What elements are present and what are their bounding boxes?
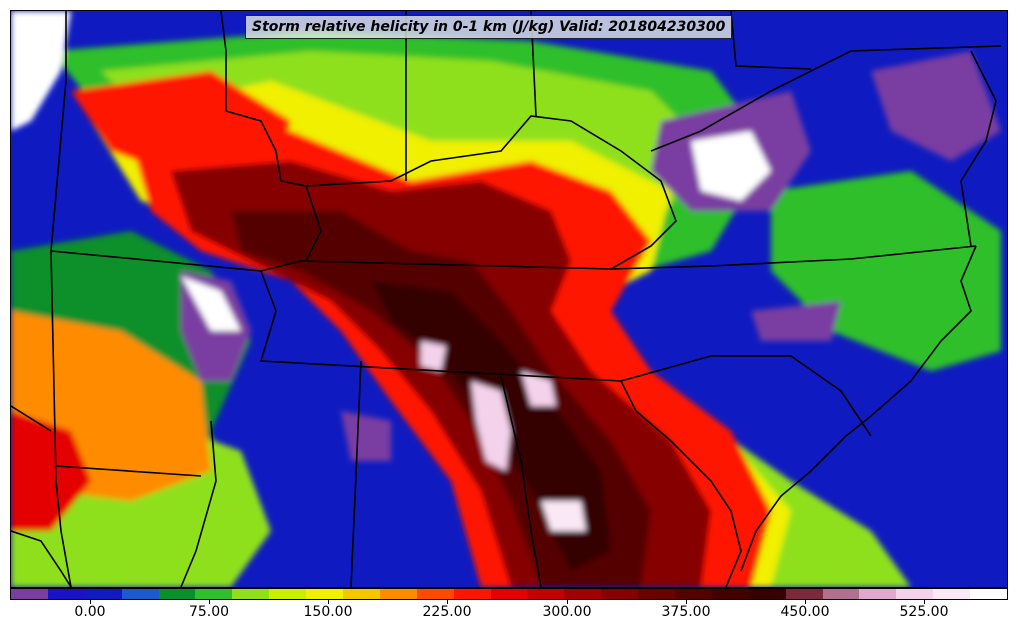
colorbar-segment <box>933 589 971 599</box>
contour-pink-peak-3 <box>541 501 586 531</box>
contour-pink-peak-2 <box>521 371 556 406</box>
boundary-line <box>11 405 52 432</box>
colorbar-tick-mark <box>447 600 448 604</box>
colorbar-tick-label: 225.00 <box>422 604 472 620</box>
coastline <box>11 530 72 587</box>
colorbar-segment <box>859 589 897 599</box>
colorbar-tick-mark <box>805 600 806 604</box>
colorbar <box>10 588 1008 600</box>
colorbar-segment <box>195 589 233 599</box>
colorbar-tick-mark <box>209 600 210 604</box>
boundary-line <box>500 375 542 587</box>
boundary-line <box>180 420 217 587</box>
colorbar-tick-mark <box>567 600 568 604</box>
colorbar-tick-label: 525.00 <box>899 604 949 620</box>
colorbar-segment <box>564 589 602 599</box>
colorbar-segment <box>748 589 786 599</box>
colorbar-segment <box>343 589 380 599</box>
colorbar-segment <box>379 589 417 599</box>
contour-purple-ne-coast <box>871 51 1001 161</box>
contour-white-mid <box>181 276 241 331</box>
colorbar-segment <box>232 589 270 599</box>
map-panel <box>10 10 1008 588</box>
colorbar-segment <box>785 589 823 599</box>
coastline <box>740 245 977 572</box>
contour-red-sw <box>11 411 91 531</box>
boundary-line <box>650 45 1002 152</box>
colorbar-tick-label: 0.00 <box>74 604 106 620</box>
contour-pink-peak-1 <box>471 381 511 471</box>
contour-white-ne <box>691 131 771 201</box>
colorbar-segment <box>675 589 712 599</box>
colorbar-tick-mark <box>686 600 687 604</box>
contour-purple-sw <box>341 411 391 461</box>
colorbar-tick-mark <box>328 600 329 604</box>
colorbar-segment <box>158 589 196 599</box>
colorbar-tick-label: 450.00 <box>780 604 830 620</box>
colorbar-segment <box>121 589 159 599</box>
boundary-line <box>55 465 202 477</box>
helicity-map <box>11 11 1007 587</box>
colorbar-segment <box>84 589 122 599</box>
helicity-contours <box>11 11 1001 587</box>
colorbar-segment <box>896 589 934 599</box>
boundary-line <box>305 115 677 270</box>
colorbar-segment <box>453 589 491 599</box>
boundary-line <box>220 11 322 262</box>
state-boundaries <box>11 11 1002 587</box>
colorbar-tick-mark <box>924 600 925 604</box>
colorbar-segment <box>711 589 749 599</box>
colorbar-tick-mark <box>90 600 91 604</box>
colorbar-tick-label: 300.00 <box>542 604 592 620</box>
colorbar-segment <box>970 589 1008 599</box>
boundary-line <box>350 360 362 587</box>
colorbar-segment <box>306 589 344 599</box>
colorbar-tick-label: 150.00 <box>303 604 353 620</box>
contour-pink-peak-4 <box>421 341 446 371</box>
colorbar-segment <box>47 589 85 599</box>
contour-white-nw <box>11 11 71 131</box>
colorbar-segment <box>11 589 48 599</box>
contour-purple-east <box>751 301 841 341</box>
colorbar-segment <box>638 589 676 599</box>
colorbar-segment <box>490 589 528 599</box>
boundary-line <box>960 50 997 247</box>
boundary-line <box>259 270 872 437</box>
contour-deepest-core <box>371 281 611 571</box>
boundary-line <box>50 11 72 587</box>
colorbar-segment <box>269 589 307 599</box>
map-title: Storm relative helicity in 0-1 km (J/kg)… <box>245 15 733 39</box>
colorbar-ticks: 0.00 75.00 150.00 225.00 300.00 375.00 450.00 5… <box>10 600 1008 630</box>
boundary-line <box>730 11 812 70</box>
colorbar-tick-label: 375.00 <box>661 604 711 620</box>
colorbar-segment <box>601 589 639 599</box>
colorbar-tick-label: 75.00 <box>188 604 230 620</box>
colorbar-segment <box>416 589 454 599</box>
boundary-line <box>620 380 742 587</box>
colorbar-segment <box>527 589 565 599</box>
colorbar-segment <box>822 589 860 599</box>
